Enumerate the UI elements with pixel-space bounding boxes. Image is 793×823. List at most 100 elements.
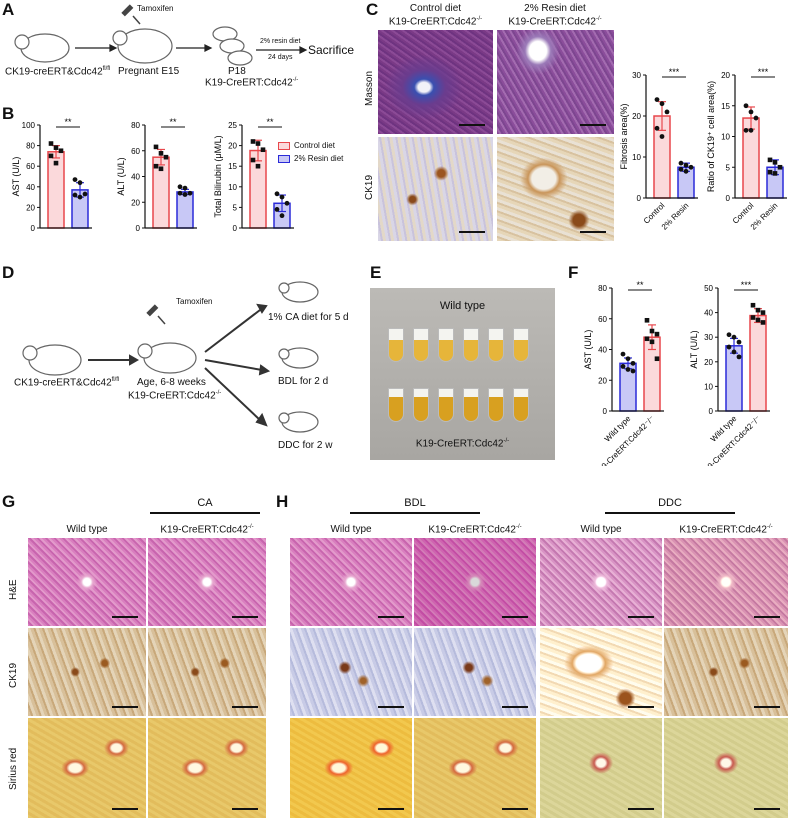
strain-label: CK19-creERT&Cdc42 (5, 66, 103, 78)
scale-bar (628, 616, 654, 618)
y-tick-label: 0 (637, 194, 642, 203)
y-axis-label: AST (U/L) (583, 330, 593, 370)
ko-label: K19-CreERT:Cdc42 (205, 77, 293, 89)
diet-label: 2% resin diet (260, 38, 301, 45)
data-point (72, 192, 78, 198)
panel-label-h: H (276, 492, 289, 511)
syringe-icon (146, 304, 166, 325)
data-point (731, 349, 737, 355)
p18-label: P18 (228, 66, 246, 77)
significance-label: ** (266, 117, 274, 127)
scale-bar (754, 808, 780, 810)
y-tick-label: 20 (632, 112, 641, 121)
strain-label-d: CK19-creERT&Cdc42 (14, 377, 112, 389)
y-tick-label: 30 (632, 71, 641, 80)
scale-bar (232, 706, 258, 708)
y-tick-label: 60 (26, 162, 35, 171)
data-point (755, 307, 761, 313)
significance-label: *** (741, 280, 752, 290)
scale-bar (580, 231, 606, 233)
micrograph-h-ddc-sirius-wt (540, 718, 662, 818)
y-tick-label: 15 (228, 162, 237, 171)
data-point (767, 157, 773, 163)
data-point (182, 192, 188, 197)
micrograph-h-bdl-sirius-ko (414, 718, 536, 818)
bar (749, 314, 767, 412)
scale-bar (112, 616, 138, 618)
col-sup: -/- (766, 524, 773, 530)
c-row-label-ck19: CK19 (364, 174, 375, 200)
legend-swatch-control (278, 141, 290, 150)
data-point (255, 141, 261, 146)
data-point (58, 148, 64, 154)
group-underline (150, 512, 260, 514)
data-point (678, 166, 684, 172)
tube-ko (513, 388, 529, 422)
bar (176, 191, 194, 229)
scale-bar (502, 808, 528, 810)
data-point (177, 184, 183, 190)
data-point (664, 109, 670, 115)
data-point (187, 190, 193, 196)
g-col-ko: K19-CreERT:Cdc42 (160, 524, 248, 536)
data-point (688, 164, 694, 170)
ko-label-d: K19-CreERT:Cdc42 (128, 390, 216, 402)
tube-wt (463, 328, 479, 362)
data-point (182, 185, 188, 191)
y-tick-label: 0 (709, 407, 714, 416)
g-group-label-ca: CA (197, 497, 213, 509)
data-point (654, 125, 660, 131)
data-point (48, 153, 54, 159)
y-axis-label: Total Bilirubin (μM/L) (213, 135, 223, 217)
scale-bar (754, 616, 780, 618)
micrograph-h-ddc-ck19-ko (664, 628, 788, 716)
y-tick-label: 40 (26, 183, 35, 192)
arm-label-ddc: DDC for 2 w (278, 440, 333, 451)
data-point (644, 317, 650, 323)
scale-bar (459, 231, 485, 233)
h-col-ddc-wt: Wild type (580, 524, 622, 535)
y-axis-label: Fibrosis area(%) (619, 103, 629, 169)
col-sup: -/- (515, 524, 522, 530)
data-point (760, 320, 766, 325)
g-row-sirius: Sirius red (8, 747, 19, 790)
tube-ko (488, 388, 504, 422)
data-point (163, 154, 169, 160)
data-point (48, 141, 54, 146)
tubes-label-wild-type: Wild type (439, 300, 486, 312)
y-tick-label: 10 (632, 153, 641, 162)
micrograph-g-sirius-wt (28, 718, 146, 818)
data-point (743, 127, 749, 133)
experimental-design-diagram (22, 281, 319, 433)
data-point (659, 134, 665, 139)
g-row-he: H&E (8, 579, 19, 600)
scale-bar (754, 706, 780, 708)
data-point (753, 115, 759, 121)
y-tick-label: 80 (26, 142, 35, 151)
micrograph-h-bdl-he-wt (290, 538, 412, 626)
chart-b-alt: 0 20 40 60 80 ALT (U/L) ** (116, 117, 197, 233)
data-point (620, 364, 626, 369)
data-point (654, 331, 660, 337)
y-tick-label: 0 (233, 224, 238, 233)
y-tick-label: 20 (228, 142, 237, 151)
significance-label: *** (669, 67, 680, 77)
scale-bar (378, 808, 404, 810)
y-tick-label: 60 (131, 147, 140, 156)
legend-b: Control diet 2% Resin diet (278, 141, 343, 163)
y-tick-label: 10 (721, 133, 730, 142)
data-point (726, 332, 732, 338)
micrograph-h-ddc-sirius-ko (664, 718, 788, 818)
y-tick-label: 100 (22, 121, 36, 130)
y-tick-label: 0 (136, 224, 141, 233)
micrograph-ck19-resin (497, 137, 614, 241)
scale-bar (232, 616, 258, 618)
y-tick-label: 40 (704, 309, 713, 318)
y-tick-label: 0 (31, 224, 36, 233)
data-point (250, 157, 256, 163)
pregnant-mouse-icon (117, 28, 173, 64)
data-point (777, 164, 783, 170)
chart-b-ast: 0 20 40 60 80 100 AST (U/L) ** (11, 117, 92, 233)
